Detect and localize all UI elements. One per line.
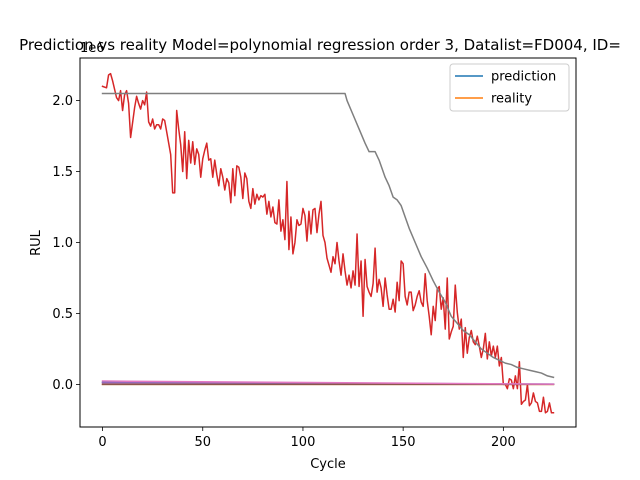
series-line-unnamed-5 [101,380,555,385]
x-tick-label: 150 [391,435,416,450]
y-axis: 0.0 0.5 1.0 1.5 2.0 [52,94,80,393]
chart-title: Prediction vs reality Model=polynomial r… [19,36,621,54]
legend: prediction reality [449,63,570,112]
x-axis: 0 50 100 150 200 [98,427,516,450]
y-offset-label: 1e6 [80,41,105,56]
x-tick-label: 200 [491,435,516,450]
y-tick-label: 1.5 [52,165,73,180]
x-tick-label: 50 [194,435,211,450]
x-tick-label: 100 [291,435,316,450]
y-axis-label: RUL [29,229,44,256]
y-tick-label: 0.0 [52,378,73,393]
y-tick-label: 1.0 [52,236,73,251]
x-axis-label: Cycle [310,457,346,472]
legend-label-prediction: prediction [491,70,556,85]
y-tick-label: 0.5 [52,307,73,322]
series-line-unnamed-6 [101,92,555,379]
y-tick-label: 2.0 [52,94,73,109]
legend-label-reality: reality [491,92,532,107]
series-layer [101,72,555,414]
x-tick-label: 0 [98,435,106,450]
